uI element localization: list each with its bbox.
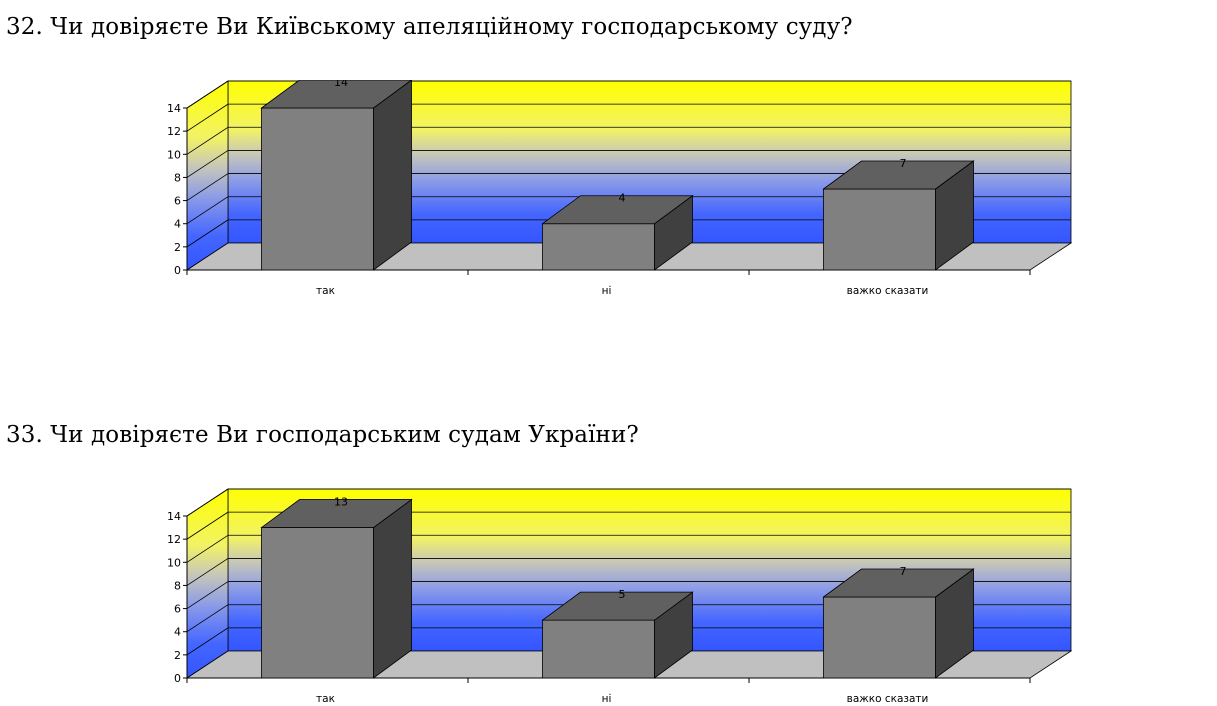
side-wall (186, 80, 229, 271)
bar-так (260, 80, 413, 271)
bar-top (822, 568, 975, 598)
gridline-side (186, 80, 229, 109)
y-tick-label: 8 (174, 579, 181, 592)
y-tick-label: 12 (167, 125, 181, 138)
bar-side (373, 80, 412, 271)
gridline-side (186, 196, 229, 225)
data-label: 7 (900, 157, 907, 170)
bar-top (260, 499, 413, 528)
y-tick-label: 14 (167, 102, 181, 115)
bar-front (542, 619, 655, 679)
gridline-side (186, 173, 229, 201)
chart-title-32: 32. Чи довіряєте Ви Київському апеляційн… (6, 14, 853, 40)
x-category-label: так (316, 693, 335, 705)
y-tick-label: 6 (174, 195, 181, 208)
bar-side (373, 498, 412, 679)
gridline-side (186, 488, 229, 517)
bar-ні (541, 194, 694, 271)
gridline-side (186, 103, 229, 132)
data-label: 7 (900, 565, 907, 578)
bar-front (823, 188, 936, 271)
gridline-side (186, 534, 229, 563)
gridline-side (186, 219, 229, 248)
bar-ні (541, 591, 694, 679)
y-tick-label: 10 (167, 148, 181, 161)
gridline-side (186, 627, 229, 656)
y-tick-label: 0 (174, 672, 181, 685)
bar-top (541, 195, 694, 225)
bar-front (823, 596, 936, 679)
x-category-label: важко сказати (847, 693, 929, 705)
bar-так (260, 498, 413, 679)
gridline-side (186, 581, 229, 609)
y-tick-label: 4 (174, 218, 181, 231)
x-category-label: важко сказати (847, 285, 929, 297)
bar-front (542, 223, 655, 271)
y-tick-label: 0 (174, 264, 181, 277)
bar-front (261, 527, 374, 679)
bar-top (541, 591, 694, 621)
bar-важко сказати (822, 568, 975, 679)
bar-top (822, 160, 975, 190)
gridline-side (186, 604, 229, 633)
side-wall (186, 488, 229, 679)
bar-top (260, 80, 413, 109)
y-tick-label: 2 (174, 649, 181, 662)
bar-front (261, 107, 374, 271)
y-tick-label: 2 (174, 241, 181, 254)
x-category-label: ні (602, 285, 612, 297)
data-label: 5 (619, 588, 626, 601)
data-label: 4 (619, 192, 626, 205)
bar-chart-33: 0 2 4 6 8 10 12 14 13 так 5 ні 7 важко сказати (167, 488, 1073, 705)
data-label: 14 (334, 80, 348, 89)
data-label: 13 (334, 496, 348, 509)
y-tick-label: 14 (167, 510, 181, 523)
chart-title-33: 33. Чи довіряєте Ви господарським судам … (6, 422, 639, 448)
x-category-label: ні (602, 693, 612, 705)
x-category-label: так (316, 285, 335, 297)
y-tick-label: 10 (167, 556, 181, 569)
gridline-side (186, 150, 229, 178)
gridline-side (186, 558, 229, 586)
y-tick-label: 12 (167, 533, 181, 546)
bar-chart-32: 0 2 4 6 8 10 12 14 14 так 4 ні 7 важко сказати (167, 80, 1073, 297)
y-tick-label: 8 (174, 171, 181, 184)
gridline-side (186, 126, 229, 155)
y-tick-label: 4 (174, 626, 181, 639)
bar-важко сказати (822, 160, 975, 271)
gridline-side (186, 511, 229, 540)
y-tick-label: 6 (174, 603, 181, 616)
